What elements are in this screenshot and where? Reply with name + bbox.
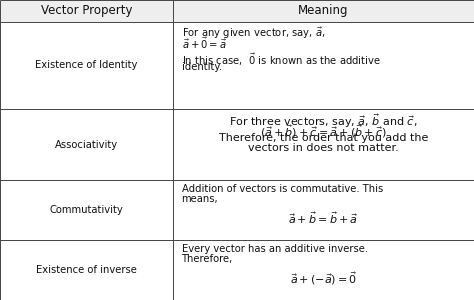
Text: For three vectors, say, $\vec{a}$, $\vec{b}$ and $\vec{c}$,: For three vectors, say, $\vec{a}$, $\vec… bbox=[229, 113, 418, 130]
Bar bbox=[0, 109, 173, 180]
Bar bbox=[173, 240, 474, 300]
Bar bbox=[0, 180, 173, 240]
Text: Addition of vectors is commutative. This: Addition of vectors is commutative. This bbox=[182, 184, 383, 194]
Text: Commutativity: Commutativity bbox=[50, 205, 123, 215]
Text: Associativity: Associativity bbox=[55, 140, 118, 149]
Text: Every vector has an additive inverse.: Every vector has an additive inverse. bbox=[182, 244, 368, 254]
Bar bbox=[0, 22, 173, 109]
Text: Existence of inverse: Existence of inverse bbox=[36, 265, 137, 275]
Bar bbox=[0, 240, 173, 300]
Text: Existence of Identity: Existence of Identity bbox=[36, 61, 137, 70]
Text: identity.: identity. bbox=[182, 62, 222, 72]
Bar bbox=[173, 22, 474, 109]
Text: Therefore,: Therefore, bbox=[182, 254, 233, 264]
Text: $\vec{a} + (-\vec{a})= \vec{0}$: $\vec{a} + (-\vec{a})= \vec{0}$ bbox=[290, 270, 357, 287]
Bar bbox=[173, 0, 474, 22]
Text: Vector Property: Vector Property bbox=[41, 4, 132, 17]
Text: In this case,  $\vec{0}$ is known as the additive: In this case, $\vec{0}$ is known as the … bbox=[182, 52, 381, 68]
Text: means,: means, bbox=[182, 194, 218, 204]
Text: $\vec{a}+\vec{0} = \vec{a}$: $\vec{a}+\vec{0} = \vec{a}$ bbox=[182, 36, 227, 51]
Bar bbox=[173, 180, 474, 240]
Text: vectors in does not matter.: vectors in does not matter. bbox=[248, 143, 399, 153]
Bar bbox=[173, 109, 474, 180]
Text: $(\vec{a}+\vec{b})+\vec{c} = \vec{a} + (\vec{b}+\vec{c})$: $(\vec{a}+\vec{b})+\vec{c} = \vec{a} + (… bbox=[260, 123, 387, 140]
Text: Therefore, the order that you add the: Therefore, the order that you add the bbox=[219, 133, 428, 143]
Bar bbox=[0, 0, 173, 22]
Text: Meaning: Meaning bbox=[298, 4, 349, 17]
Text: $\vec{a} + \vec{b}= \vec{b} + \vec{a}$: $\vec{a} + \vec{b}= \vec{b} + \vec{a}$ bbox=[288, 210, 359, 226]
Text: For any given vector, say, $\vec{a}$,: For any given vector, say, $\vec{a}$, bbox=[182, 26, 325, 41]
